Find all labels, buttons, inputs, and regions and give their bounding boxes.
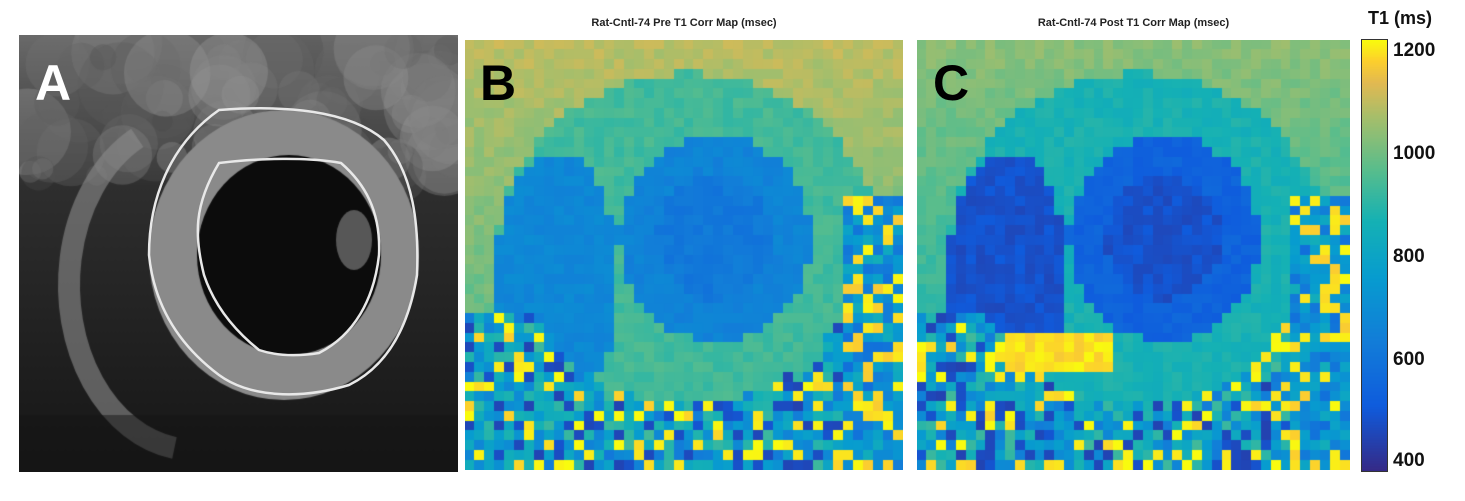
panel-c-post-t1-map bbox=[917, 40, 1350, 470]
panel-a-mri-image bbox=[19, 35, 458, 472]
myocardial-contours bbox=[147, 107, 419, 396]
panel-label-b: B bbox=[480, 55, 517, 111]
epicardial-contour bbox=[147, 107, 419, 396]
panel-b-title: Rat-Cntl-74 Pre T1 Corr Map (msec) bbox=[591, 17, 777, 29]
colorbar-tick-800: 800 bbox=[1393, 246, 1425, 267]
colorbar-tick-1200: 1200 bbox=[1393, 40, 1436, 61]
post-t1-map-image bbox=[917, 40, 1350, 470]
endocardial-contour bbox=[196, 157, 381, 357]
panel-label-c: C bbox=[933, 55, 970, 111]
panel-c-title: Rat-Cntl-74 Post T1 Corr Map (msec) bbox=[1037, 17, 1230, 29]
panel-label-a: A bbox=[35, 55, 72, 111]
colorbar-tick-400: 400 bbox=[1393, 450, 1425, 471]
colorbar-tick-1000: 1000 bbox=[1393, 143, 1436, 164]
colorbar-tick-600: 600 bbox=[1393, 349, 1425, 370]
colorbar bbox=[1361, 39, 1388, 472]
panel-b-pre-t1-map bbox=[465, 40, 903, 470]
colorbar-title: T1 (ms) bbox=[1368, 8, 1433, 28]
pre-t1-map-image bbox=[465, 40, 903, 470]
